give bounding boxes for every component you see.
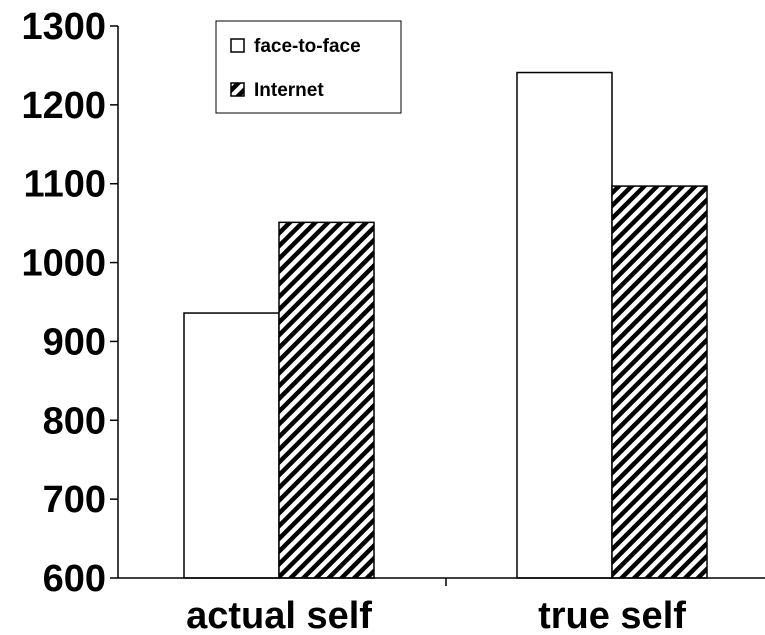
y-tick-label: 1200 xyxy=(21,85,106,127)
y-tick-label: 900 xyxy=(43,321,106,363)
legend-box xyxy=(215,20,402,114)
legend-label-face-to-face: face-to-face xyxy=(254,36,361,57)
legend-swatch-internet xyxy=(230,82,245,97)
category-labels-group: actual self true self xyxy=(186,595,686,635)
y-tick-label: 600 xyxy=(43,558,106,600)
bars-group xyxy=(183,71,708,579)
bar-true-self-internet xyxy=(611,185,708,579)
y-tick-label: 700 xyxy=(43,479,106,521)
legend-label-internet: Internet xyxy=(254,80,324,101)
legend: face-to-face Internet xyxy=(215,20,402,114)
legend-swatch-face-to-face xyxy=(230,38,245,53)
y-ticks-group: 600 700 800 900 1000 1100 1200 1300 xyxy=(21,6,118,600)
y-tick-label: 1100 xyxy=(24,164,106,206)
y-tick-label: 1300 xyxy=(21,6,106,48)
y-tick-label: 1000 xyxy=(21,243,106,285)
bar-actual-self-internet xyxy=(278,221,375,579)
x-category-label: actual self xyxy=(186,595,372,635)
axes-group xyxy=(117,26,765,586)
bar-true-self-face-to-face xyxy=(516,71,613,579)
x-category-label: true self xyxy=(538,595,686,635)
y-tick-label: 800 xyxy=(43,400,106,442)
bar-actual-self-face-to-face xyxy=(183,312,280,579)
